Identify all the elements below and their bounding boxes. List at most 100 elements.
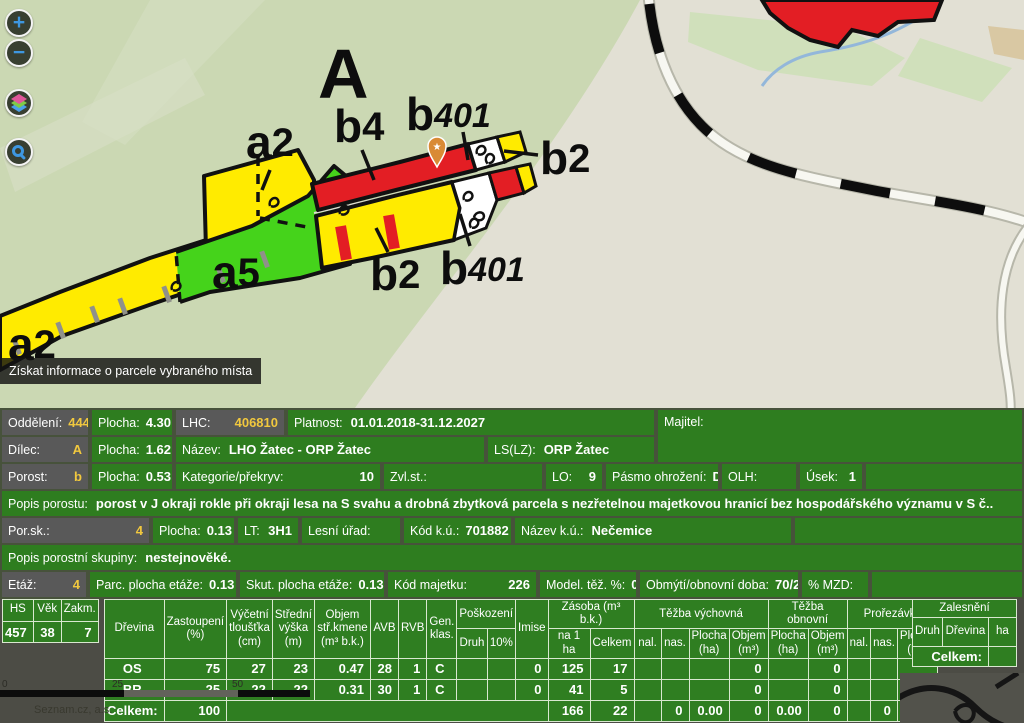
cell: 17 (589, 657, 635, 680)
cell: 0 (870, 699, 898, 722)
cell: 5 (589, 678, 635, 701)
cell (870, 657, 898, 680)
cell: 1 (397, 678, 428, 701)
field-zvlst: Zvl.st.: (384, 464, 542, 489)
cell: 0 (807, 699, 848, 722)
cell (846, 678, 872, 701)
map-label-b401-bottom: b401 (440, 242, 525, 294)
red-bar-symbols (335, 214, 400, 261)
field-nazev: Název: LHO Žatec - ORP Žatec (176, 437, 484, 462)
plus-icon: + (12, 11, 26, 34)
cell: 0 (728, 678, 769, 701)
field-porsk: Por.sk.: 4 (2, 518, 149, 543)
cell (633, 657, 662, 680)
parcel-red-north[interactable] (759, 0, 945, 50)
field-plocha-porost: Plocha: 0.53 (92, 464, 172, 489)
col-header-group: Těžba výchovná (633, 598, 769, 630)
cell: 23 (271, 657, 315, 680)
zoom-out-button[interactable]: − (5, 39, 33, 67)
field-parc-plocha-etaze: Parc. plocha etáže: 0.13 (90, 572, 236, 597)
cell: 41 (547, 678, 591, 701)
col-header: nal. (846, 628, 872, 659)
info-row-4: Popis porostu: porost v J okraji rokle př… (2, 491, 1022, 516)
filler-cell (866, 464, 1022, 489)
field-lo: LO: 9 (546, 464, 602, 489)
col-header: Objem stř.kmene (m³ b.k.) (313, 599, 371, 659)
etage-summary-table: HS Věk Zakm. 457 38 7 (2, 599, 99, 643)
col-header: HS (2, 599, 34, 622)
col-header: RVB (397, 599, 428, 659)
cell: 22 (589, 699, 635, 722)
cell: 0 (807, 678, 848, 701)
cell: C (426, 657, 458, 680)
col-header: Druh (456, 628, 488, 659)
zalesneni-table: Zalesnění Druh Dřevina ha Celkem: (912, 599, 1017, 667)
cell: 0 (515, 657, 549, 680)
scale-tick: 50 (232, 679, 244, 690)
col-header: Věk (32, 599, 62, 622)
cell: 7 (60, 621, 99, 643)
col-header: Imise (515, 599, 549, 659)
field-dilec: Dílec: A (2, 437, 88, 462)
cell (486, 657, 517, 680)
search-icon (11, 144, 24, 157)
map-pin: ★ (427, 136, 447, 169)
map-label-b2-bottom: b2 (370, 248, 420, 300)
field-lslz: LS(LZ): ORP Žatec (488, 437, 654, 462)
scale-tick: 25 (112, 679, 124, 690)
field-usek: Úsek: 1 (800, 464, 862, 489)
zoom-in-button[interactable]: + (5, 9, 33, 37)
cell (660, 657, 690, 680)
col-header: ha (987, 617, 1017, 647)
col-header: Celkem (589, 628, 635, 659)
col-header: Zastoupení (%) (163, 599, 228, 659)
field-etaz: Etáž: 4 (2, 572, 86, 597)
cell: 0 (515, 678, 549, 701)
cell: Celkem: (104, 699, 165, 722)
col-header: AVB (369, 599, 399, 659)
tick-symbols (11, 250, 270, 356)
field-majitel: Majitel: (658, 410, 1022, 462)
table-band: HS Věk Zakm. 457 38 7 (0, 598, 1024, 723)
cell: C (426, 678, 458, 701)
cell (846, 699, 872, 722)
table-row: 457 38 7 (2, 621, 99, 643)
info-panel: Oddělení: 444 Plocha: 4.30 LHC: 406810 Plat… (0, 408, 1024, 723)
map-label-b4: b4 (334, 100, 385, 152)
col-header: Druh (912, 617, 943, 647)
filler-cell (872, 572, 1022, 597)
map-graphics[interactable]: A a2 b4 b401 b2 a5 b2 b401 a2 ★ (0, 0, 1024, 408)
cell (456, 657, 488, 680)
info-row-5: Por.sk.: 4 Plocha: 0.13 LT: 3H1 Lesní úřad:… (2, 518, 1022, 543)
scale-tick: 0 (2, 679, 8, 690)
pin-star-icon: ★ (433, 142, 442, 153)
col-header: Plocha (ha) (767, 628, 809, 659)
cell: 1 (397, 657, 428, 680)
search-button[interactable] (5, 138, 33, 166)
cell (767, 657, 809, 680)
col-header: nal. (633, 628, 662, 659)
cell (688, 678, 730, 701)
field-porost: Porost: b (2, 464, 88, 489)
field-nazev-ku: Název k.ú.: Nečemice (515, 518, 791, 543)
col-header-group: Poškození (456, 598, 517, 630)
parcel-yellow-tail[interactable] (514, 162, 538, 196)
info-row-1: Oddělení: 444 Plocha: 4.30 LHC: 406810 Plat… (2, 410, 654, 435)
field-lhc: LHC: 406810 (176, 410, 284, 435)
cell: 0.31 (313, 678, 371, 701)
cell (767, 678, 809, 701)
label-leader-lines (260, 131, 539, 253)
info-row-6: Popis porostní skupiny: nestejnověké. (2, 545, 1022, 570)
map-scalebar: 0 25 50 Seznam.cz, a.s. (0, 679, 312, 723)
map-canvas[interactable]: A a2 b4 b401 b2 a5 b2 b401 a2 ★ + − Získ… (0, 0, 1024, 408)
cell: 75 (163, 657, 228, 680)
col-header: na 1 ha (547, 628, 591, 659)
field-obmyti: Obmýtí/obnovní doba:70/20 (640, 572, 798, 597)
col-header: Dřevina (941, 617, 989, 647)
col-header-group: Zalesnění (912, 599, 1017, 618)
field-kod-ku: Kód k.ú.: 701882 (404, 518, 511, 543)
info-row-3: Porost: b Plocha: 0.53 Kategorie/překryv: 1… (2, 464, 1022, 489)
field-plocha-dilec: Plocha: 1.62 (92, 437, 172, 462)
layers-button[interactable] (5, 89, 33, 117)
cell (226, 699, 549, 722)
